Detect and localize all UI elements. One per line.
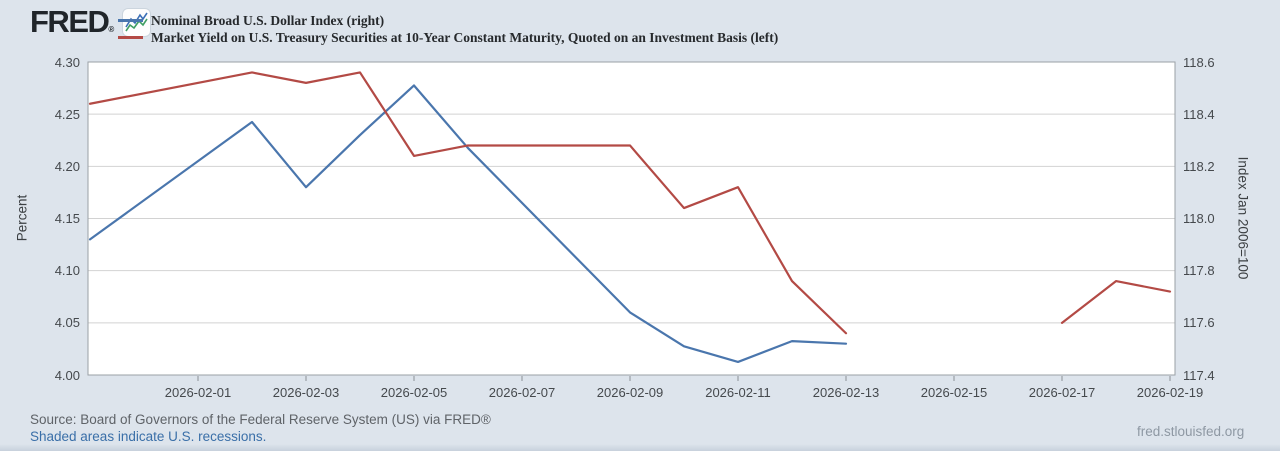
right-axis-tick-label: 118.6 [1183, 54, 1215, 70]
series-line-treasury-yield [88, 71, 848, 335]
bottom-edge-shade [0, 444, 1280, 451]
left-axis-tick-label: 4.15 [54, 211, 80, 226]
x-axis-tick-label: 2026-02-17 [1028, 385, 1096, 400]
legend-label: Nominal Broad U.S. Dollar Index (right) [151, 12, 385, 28]
source-note: Source: Board of Governors of the Federa… [30, 412, 491, 427]
left-axis-tick-label: 4.00 [54, 367, 80, 383]
left-axis-tick-label: 4.30 [54, 54, 80, 70]
legend-item-dollar-index: Nominal Broad U.S. Dollar Index (right) [118, 12, 778, 29]
series-line-treasury-yield [1060, 280, 1172, 324]
legend-swatch-red [118, 36, 143, 39]
legend: Nominal Broad U.S. Dollar Index (right) … [118, 12, 778, 46]
right-axis-tick-label: 118.2 [1183, 158, 1215, 174]
legend-label: Market Yield on U.S. Treasury Securities… [151, 29, 779, 45]
recession-note-link[interactable]: Shaded areas indicate U.S. recessions. [30, 429, 267, 444]
x-axis-tick-label: 2026-02-01 [164, 385, 232, 400]
fred-logo-text: FRED [30, 4, 110, 39]
fred-site-link[interactable]: fred.stlouisfed.org [1137, 424, 1245, 439]
x-axis-tick-label: 2026-02-19 [1136, 385, 1204, 400]
x-axis-tick-label: 2026-02-13 [812, 385, 880, 400]
x-axis-tick-label: 2026-02-03 [272, 385, 340, 400]
right-axis-tick-label: 117.4 [1183, 367, 1215, 383]
right-axis-tick-label: 118.0 [1183, 211, 1215, 226]
right-axis-tick-label: 118.4 [1183, 106, 1215, 122]
x-axis-tick-label: 2026-02-11 [705, 385, 771, 400]
right-axis-title: Index Jan 2006=100 [1235, 156, 1251, 280]
left-axis-title: Percent [14, 194, 30, 242]
right-axis-tick-label: 117.8 [1183, 263, 1215, 279]
left-axis-tick-label: 4.10 [54, 263, 80, 279]
fred-sparkline-icon [123, 9, 150, 36]
left-axis-tick-label: 4.05 [54, 315, 80, 331]
legend-swatch-blue [118, 19, 143, 22]
x-axis-tick-label: 2026-02-05 [380, 385, 448, 400]
plot-border [87, 61, 1176, 376]
series-line-dollar-index [88, 84, 848, 364]
legend-item-treasury-yield: Market Yield on U.S. Treasury Securities… [118, 29, 778, 46]
right-axis-tick-label: 117.6 [1183, 315, 1215, 331]
left-axis-tick-label: 4.20 [54, 158, 80, 174]
left-axis-tick-label: 4.25 [54, 106, 80, 122]
x-axis-tick-label: 2026-02-07 [488, 385, 556, 400]
registered-mark: ® [108, 25, 115, 34]
x-axis-tick-label: 2026-02-09 [596, 385, 664, 400]
x-axis-tick-label: 2026-02-15 [920, 385, 988, 400]
fred-logo[interactable]: FRED® [30, 4, 114, 40]
